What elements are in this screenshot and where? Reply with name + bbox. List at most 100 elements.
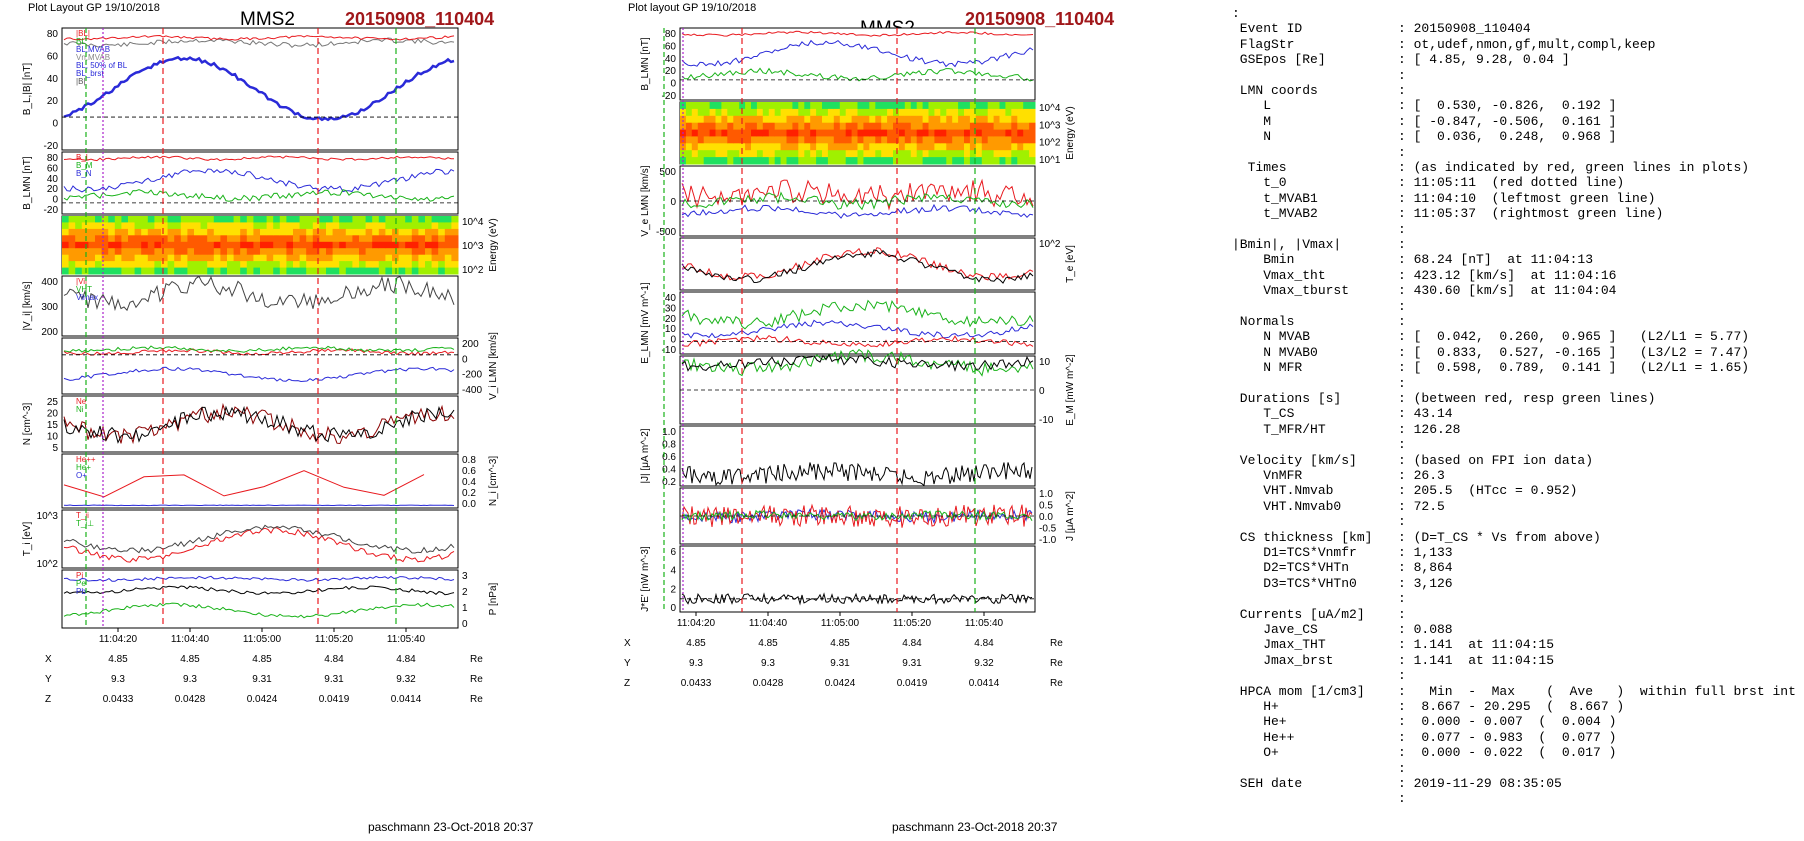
ylabel: J*E' [nW m^-3]: [640, 546, 651, 612]
spectrogram-cell: [863, 157, 870, 165]
spectrogram-cell: [721, 129, 728, 137]
spectrogram-cell: [751, 136, 758, 144]
spectrogram-cell: [174, 267, 182, 275]
legend-label: Pe: [76, 579, 86, 588]
position-value: 4.85: [180, 654, 200, 665]
position-row-label: Y: [45, 674, 52, 685]
spectrogram-cell: [385, 235, 393, 243]
ytick-left-label: 80: [665, 29, 677, 40]
spectrogram-cell: [969, 129, 977, 137]
spectrogram-cell: [1011, 143, 1018, 151]
spectrogram-cell: [451, 228, 459, 236]
spectrogram-cell: [418, 254, 426, 262]
spectrogram-cell: [154, 235, 162, 243]
spectrogram-cell: [167, 267, 175, 275]
position-row-label: Z: [624, 678, 630, 689]
spectrogram-cell: [774, 102, 782, 110]
spectrogram-cell: [194, 222, 202, 230]
spectrogram-cell: [827, 108, 835, 117]
series-red: [63, 34, 455, 41]
spectrogram-cell: [810, 157, 817, 165]
spectrogram-cell: [81, 267, 89, 275]
spectrogram-cell: [839, 150, 847, 158]
spectrogram-cell: [733, 115, 740, 124]
spectrogram-cell: [904, 129, 912, 137]
spectrogram-cell: [863, 122, 870, 131]
panel-frame: [61, 395, 459, 453]
spectrogram-cell: [751, 122, 758, 131]
spectrogram-cell: [958, 129, 965, 137]
spectrogram-cell: [964, 102, 971, 110]
spectrogram-cell: [187, 235, 195, 243]
summary-key: :: [1232, 6, 1240, 21]
spectrogram-cell: [827, 129, 835, 137]
spectrogram-cell: [108, 261, 116, 268]
spectrogram-cell: [946, 115, 953, 124]
spectrogram-cell: [260, 261, 268, 268]
spectrogram-cell: [839, 102, 847, 110]
spectrogram-cell: [161, 216, 169, 223]
spectrogram-cell: [952, 157, 959, 165]
spectrogram-cell: [365, 228, 373, 236]
ytick-left-label: 10^3: [37, 511, 59, 522]
spectrogram-cell: [312, 261, 320, 268]
spectrogram-cell: [792, 129, 799, 137]
spectrogram-cell: [946, 157, 953, 165]
spectrogram-cell: [95, 267, 103, 275]
summary-key: Vmax_tht: [1232, 267, 1326, 283]
summary-key: Durations [s]: [1232, 391, 1342, 406]
spectrogram-cell: [875, 102, 882, 110]
panel-7: 1.0 0.80.6 0.40.2 |J| [μA m^-2]: [640, 425, 1036, 488]
spectrogram-cell: [444, 228, 452, 236]
spectrogram-cell: [975, 150, 983, 158]
position-unit: Re: [470, 694, 483, 705]
spectrogram-cell: [88, 248, 96, 256]
spectrogram-cell: [810, 129, 817, 137]
legend-label: BL_brst: [76, 69, 104, 78]
spectrogram-cell: [851, 122, 858, 131]
time-tick-label: 11:04:40: [171, 634, 210, 645]
spectrogram-cell: [898, 129, 906, 137]
spectrogram-cell: [733, 129, 740, 137]
spectrogram-cell: [220, 216, 228, 223]
spectrogram-cell: [940, 115, 947, 124]
spectrogram-cell: [326, 254, 334, 262]
spectrogram-cell: [411, 222, 419, 230]
spectrogram-cell: [928, 122, 935, 131]
spectrogram-cell: [213, 228, 221, 236]
spectrogram-cell: [1023, 136, 1030, 144]
spectrogram-cell: [958, 102, 965, 110]
spectrogram-cell: [326, 235, 334, 243]
spectrogram-cell: [339, 241, 347, 249]
spectrogram-cell: [940, 150, 947, 158]
spectrogram-cell: [319, 267, 327, 275]
spectrogram-cell: [934, 150, 941, 158]
spectrogram-cell: [833, 122, 841, 131]
spectrogram-cell: [339, 261, 347, 268]
ytick-right-label: 10^4: [1039, 103, 1061, 114]
spectrogram-cell: [411, 235, 419, 243]
legend-label: Pb: [76, 587, 86, 596]
spectrogram-cell: [279, 254, 287, 262]
spectrogram-cell: [352, 228, 360, 236]
spectrogram-cell: [114, 228, 122, 236]
spectrogram-cell: [833, 102, 841, 110]
spectrogram-cell: [910, 150, 918, 158]
ylabel: P [nPa]: [488, 582, 499, 615]
spectrogram-cell: [934, 122, 941, 131]
summary-value: :: [1398, 591, 1406, 607]
spectrogram-cell: [827, 143, 835, 151]
ytick-left-label: 1.0: [662, 427, 676, 438]
spectrogram-cell: [293, 216, 301, 223]
spectrogram-cell: [881, 136, 888, 144]
spectrogram-cell: [213, 254, 221, 262]
spectrogram-cell: [804, 136, 811, 144]
spectrogram-cell: [780, 122, 787, 131]
spectrogram-cell: [180, 235, 188, 243]
summary-value: : [ 0.598, 0.789, 0.141 ] (L2/L1 = 1.65): [1398, 360, 1750, 376]
spectrogram-cell: [916, 102, 924, 110]
spectrogram-cell: [260, 267, 268, 275]
summary-key: T_MFR/HT: [1232, 421, 1326, 437]
spectrogram-cell: [134, 222, 142, 230]
spectrogram-cell: [266, 248, 274, 256]
